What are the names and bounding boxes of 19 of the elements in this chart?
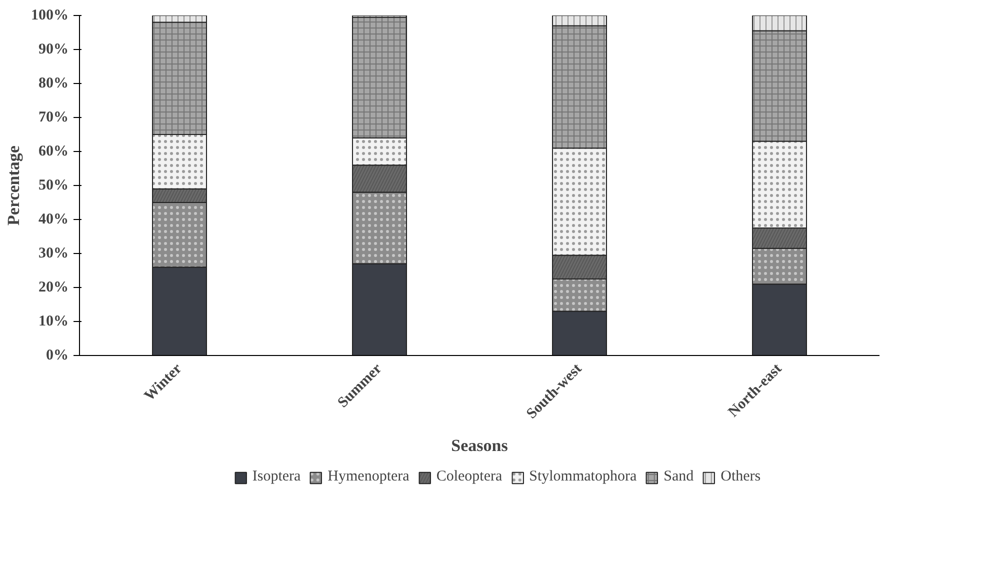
legend-label: Hymenoptera — [328, 468, 410, 486]
y-tick-label: 90% — [38, 42, 68, 58]
y-tick-label: 100% — [31, 8, 68, 24]
legend-label: Sand — [664, 468, 694, 486]
legend-label: Isoptera — [252, 468, 301, 486]
legend-label: Stylommatophora — [529, 468, 637, 486]
y-tick-label: 0% — [46, 348, 68, 364]
y-tick-label: 50% — [38, 178, 68, 194]
legend-label: Coleoptera — [436, 468, 502, 486]
y-tick-label: 30% — [38, 246, 68, 262]
y-tick-label: 20% — [38, 280, 68, 296]
y-tick-label: 60% — [38, 144, 68, 160]
y-tick-label: 80% — [38, 76, 68, 92]
y-tick-label: 70% — [38, 110, 68, 126]
x-axis-title: Seasons — [451, 436, 508, 455]
y-tick-label: 40% — [38, 212, 68, 228]
y-tick-label: 10% — [38, 314, 68, 330]
y-axis-title: Percentage — [4, 145, 23, 226]
legend-label: Others — [720, 468, 761, 486]
